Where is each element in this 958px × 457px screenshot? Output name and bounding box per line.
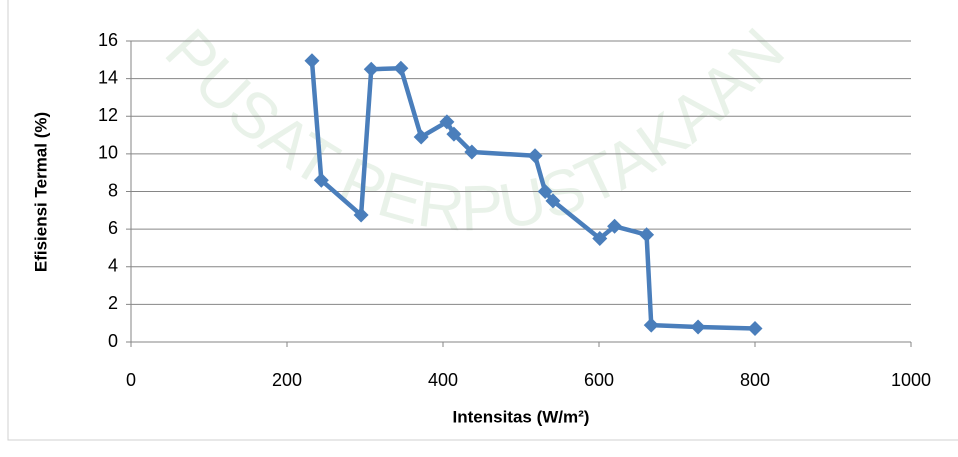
watermark: PUSAT PERPUSTAKAAN [152,14,798,244]
y-tick-label: 2 [108,293,118,313]
data-point [747,320,763,336]
y-tick-label: 14 [98,67,118,87]
data-point [643,317,659,333]
y-tick-label: 0 [108,331,118,351]
data-point [313,172,329,188]
y-tick-label: 8 [108,180,118,200]
data-point [607,218,623,234]
data-point [639,227,655,243]
series-line [309,60,756,331]
data-point [446,126,462,142]
data-point [363,61,379,77]
y-tick-label: 6 [108,218,118,238]
y-tick-label: 16 [98,30,118,50]
data-point [527,148,543,164]
x-tick-label: 400 [428,370,458,390]
x-tick-label: 600 [584,370,614,390]
data-point [304,53,320,69]
x-axis-title: Intensitas (W/m²) [453,407,590,426]
x-tick-label: 200 [272,370,302,390]
data-point [393,60,409,76]
y-tick-label: 12 [98,105,118,125]
data-point [537,184,553,199]
x-tick-label: 800 [740,370,770,390]
x-tick-label: 1000 [891,370,931,390]
chart-frame [7,0,958,441]
x-tick-label: 0 [126,370,136,390]
data-point [353,207,369,223]
y-axis-title: Efisiensi Termal (%) [31,112,50,272]
y-tick-label: 4 [108,256,118,276]
data-point [413,129,429,145]
data-point [464,144,480,160]
y-tick-label: 10 [98,143,118,163]
data-point [439,114,455,130]
data-point [545,193,561,209]
data-point [592,231,608,247]
data-point [690,319,706,335]
watermark-text: PUSAT PERPUSTAKAAN [152,14,798,244]
